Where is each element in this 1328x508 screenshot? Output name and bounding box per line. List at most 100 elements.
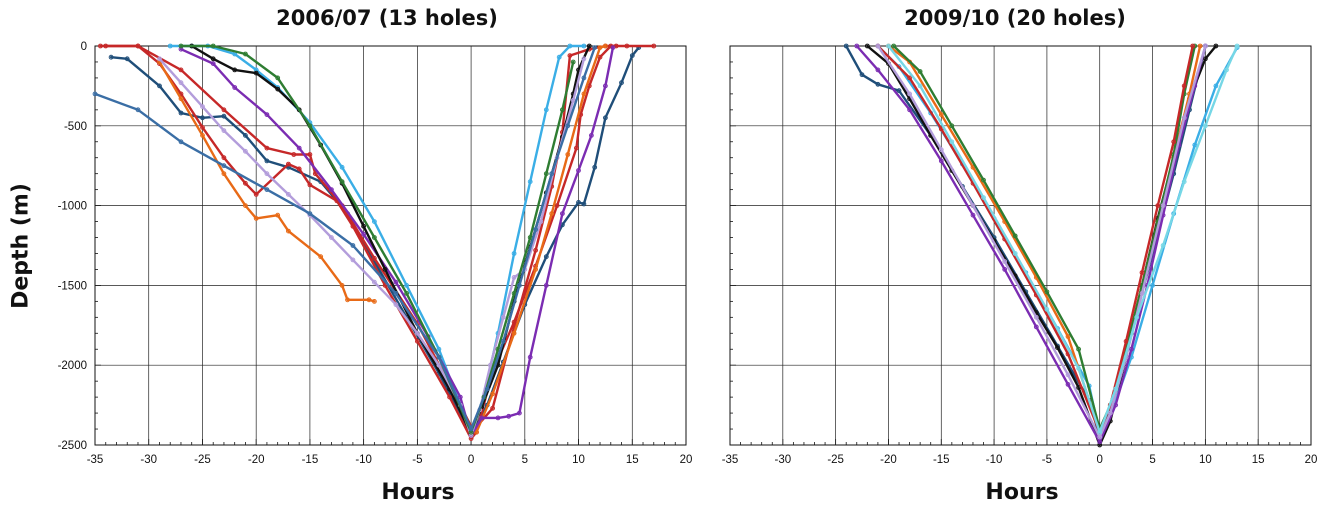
left-chart-data-point [592, 45, 598, 50]
left-chart-data-point [345, 297, 350, 303]
left-chart-data-point [350, 243, 356, 248]
left-chart-data-point [570, 97, 576, 103]
right-chart-data-point [1190, 43, 1196, 49]
left-chart-data-point [307, 182, 313, 188]
right-chart-data-point [907, 75, 912, 81]
left-chart-data-point [372, 299, 377, 304]
right-chart-data-point [1203, 43, 1208, 49]
right-chart-x-tick-label: 5 [1149, 454, 1155, 466]
left-chart-data-point [436, 362, 442, 368]
left-chart-data-point [200, 133, 205, 138]
left-chart-series-10-line [93, 46, 596, 431]
left-chart-data-point [221, 171, 227, 177]
left-chart-x-tick-label: 20 [680, 454, 693, 466]
left-chart-data-point [253, 216, 259, 221]
right-chart-data-point [1076, 366, 1081, 371]
left-chart-data-point [511, 251, 517, 256]
right-chart-data-point [1203, 56, 1208, 62]
left-chart-data-point [517, 410, 522, 416]
left-chart-x-tick-label: 10 [572, 454, 585, 466]
left-chart-data-point [243, 180, 248, 186]
left-chart-data-point [286, 192, 291, 197]
left-chart-data-point [243, 133, 248, 138]
right-chart-data-point [1160, 243, 1166, 248]
right-chart-data-point [1134, 314, 1140, 320]
right-chart-x-tick-label: -15 [933, 454, 950, 466]
left-chart-series-6-line [179, 46, 615, 437]
left-chart-data-point [221, 163, 227, 169]
left-chart-data-point [135, 43, 141, 49]
left-chart-data-point [253, 67, 259, 73]
left-chart-series-3-points [157, 59, 377, 304]
left-chart-y-tick-label: -500 [64, 121, 87, 133]
left-chart-data-point [457, 394, 463, 400]
left-chart-x-tick-label: 0 [468, 454, 474, 466]
left-chart-data-point [549, 211, 555, 217]
left-chart-data-point [221, 107, 227, 113]
left-chart-data-point [533, 227, 538, 232]
left-chart-data-point [495, 415, 501, 421]
right-chart-x-tick-label: -35 [722, 454, 739, 466]
right-chart-data-point [907, 107, 912, 113]
left-chart-data-point [178, 80, 184, 86]
left-chart-data-point [581, 43, 587, 49]
left-chart-data-point [567, 53, 573, 58]
left-chart-data-point [157, 83, 162, 89]
left-chart-data-point [108, 54, 114, 60]
left-chart-data-point [291, 152, 297, 157]
right-chart-data-point [1012, 251, 1018, 256]
left-chart-data-point [479, 415, 485, 421]
left-chart-data-point [210, 43, 216, 49]
left-chart-data-point [490, 405, 496, 411]
left-chart-data-point [264, 171, 270, 177]
right-chart-x-tick-label: 15 [1252, 454, 1265, 466]
left-chart-data-point [382, 283, 388, 288]
left-chart-data-point [554, 203, 560, 209]
left-chart-data-point [178, 46, 184, 52]
left-chart-data-point [589, 133, 594, 138]
left-chart-x-tick-label: -15 [302, 454, 319, 466]
right-chart-data-point [1044, 306, 1050, 312]
left-chart-x-tick-label: -20 [248, 454, 265, 466]
right-chart-data-point [970, 203, 976, 209]
right-chart-data-point [1097, 429, 1103, 435]
right-chart-data-point [949, 123, 955, 129]
left-chart-data-point [339, 283, 345, 288]
right-chart-data-point [1065, 334, 1071, 339]
right-chart-data-point [854, 43, 860, 49]
left-chart-data-point [549, 171, 555, 177]
left-chart-x-tick-label: -5 [412, 454, 422, 466]
left-chart-data-point [565, 123, 571, 129]
left-chart-data-point [264, 145, 270, 151]
right-chart-data-point [864, 43, 870, 49]
left-chart-data-point [253, 192, 259, 197]
left-chart-data-point [624, 43, 630, 49]
right-chart-data-point [970, 212, 976, 218]
left-chart-y-tick-label: -1500 [58, 280, 87, 292]
right-chart-data-point [1213, 83, 1219, 89]
left-chart-data-point [484, 386, 490, 392]
right-chart-x-tick-label: -5 [1042, 454, 1052, 466]
right-chart-data-point [1129, 346, 1134, 352]
left-chart-data-point [253, 70, 259, 76]
left-chart-data-point [372, 255, 377, 261]
left-chart-data-point [527, 179, 533, 185]
left-chart-data-point [576, 200, 581, 205]
right-chart-data-point [981, 177, 986, 183]
right-chart-data-point [1033, 314, 1039, 320]
left-chart-data-point [586, 43, 592, 49]
left-chart-data-point [275, 86, 281, 92]
left-chart-data-point [592, 164, 598, 170]
left-chart-y-tick-label: -2000 [58, 360, 87, 372]
left-chart-data-point [468, 433, 474, 438]
left-chart-data-point [500, 314, 506, 320]
left-chart-data-point [243, 148, 248, 154]
left-chart-data-point [307, 123, 313, 129]
right-chart-data-point [1097, 434, 1103, 440]
right-chart-data-point [1065, 372, 1071, 378]
right-chart-data-point [1181, 115, 1187, 121]
left-chart-data-point [296, 145, 302, 151]
right-chart-x-tick-label: -10 [986, 454, 1003, 466]
left-chart-data-point [619, 80, 624, 86]
left-chart-data-point [393, 302, 399, 308]
